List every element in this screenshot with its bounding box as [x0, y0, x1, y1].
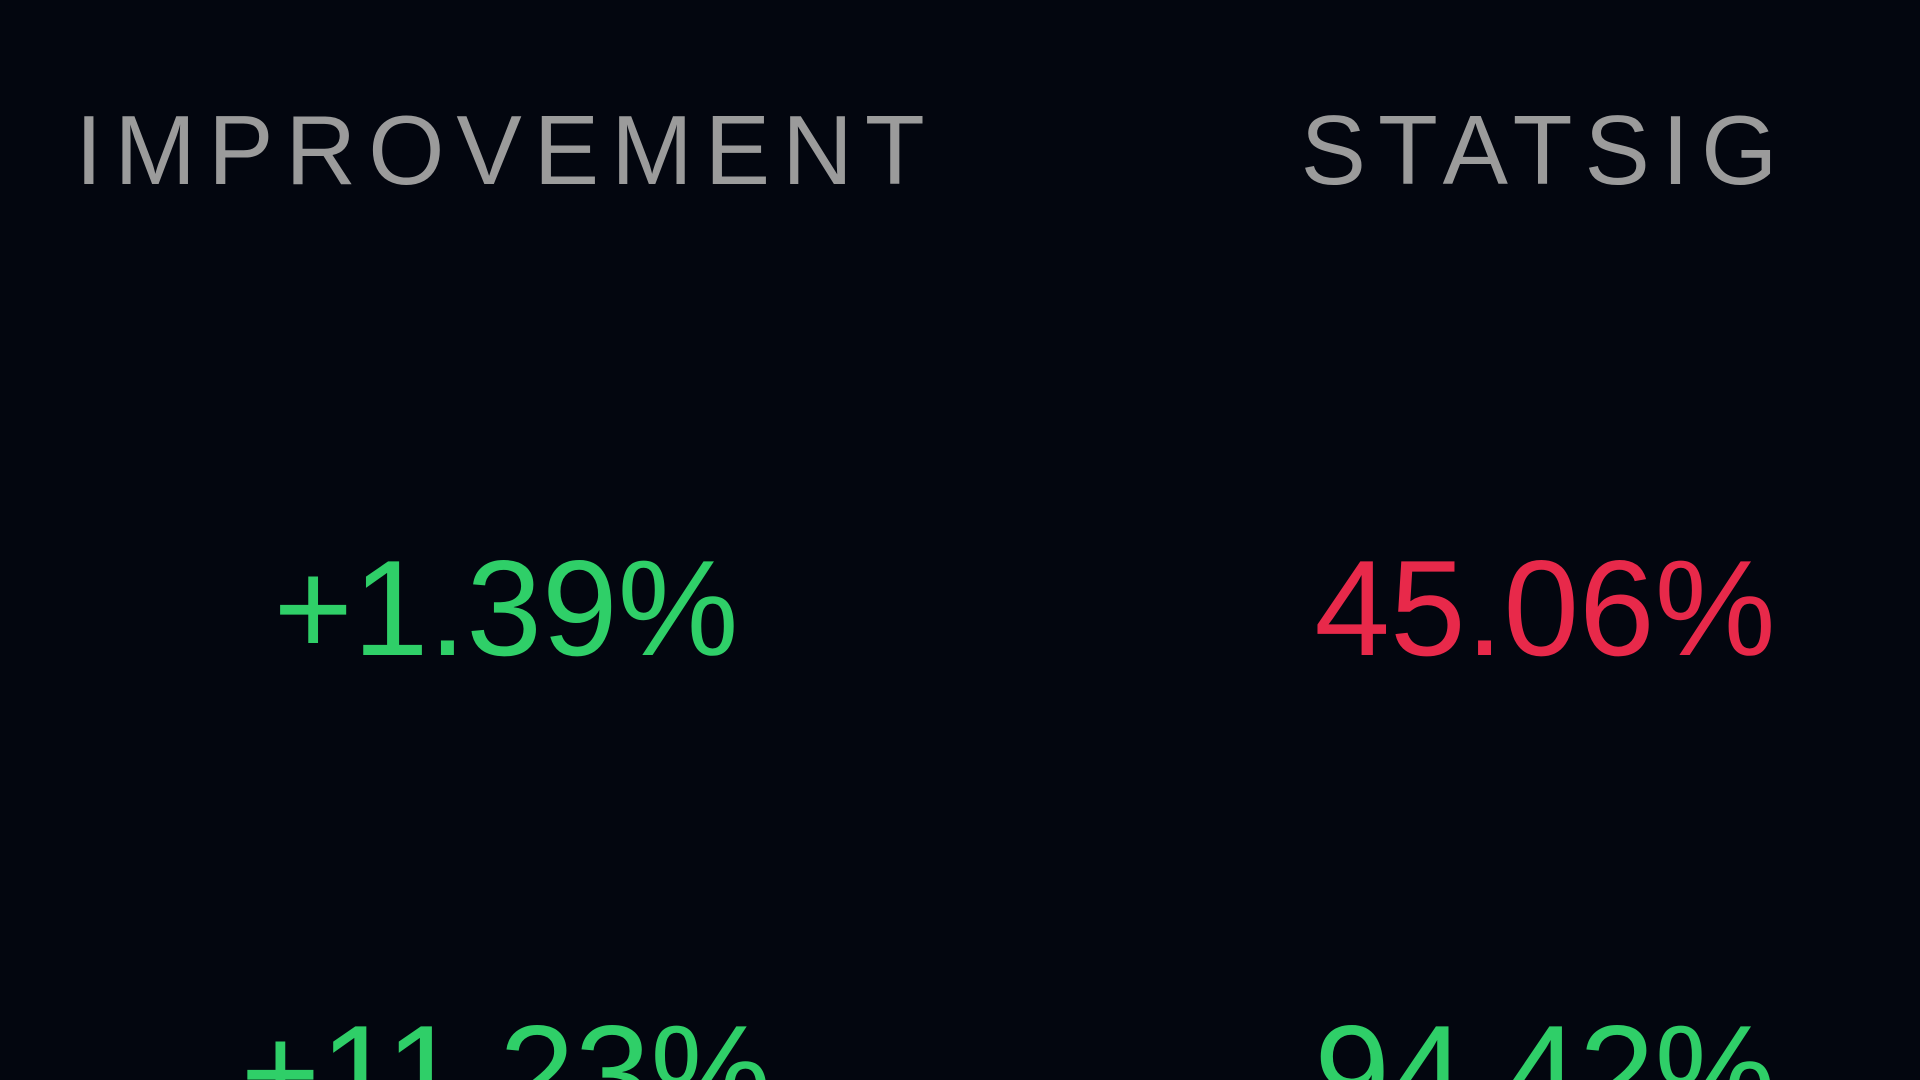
improvement-value: +11.23% [241, 997, 772, 1080]
statsig-value: 94.42% [1314, 997, 1775, 1080]
statsig-value: 45.06% [1314, 532, 1775, 684]
improvement-value: +1.39% [273, 532, 738, 684]
column-header: IMPROVEMENT [75, 95, 937, 205]
column-header: STATSIG [1301, 95, 1790, 205]
